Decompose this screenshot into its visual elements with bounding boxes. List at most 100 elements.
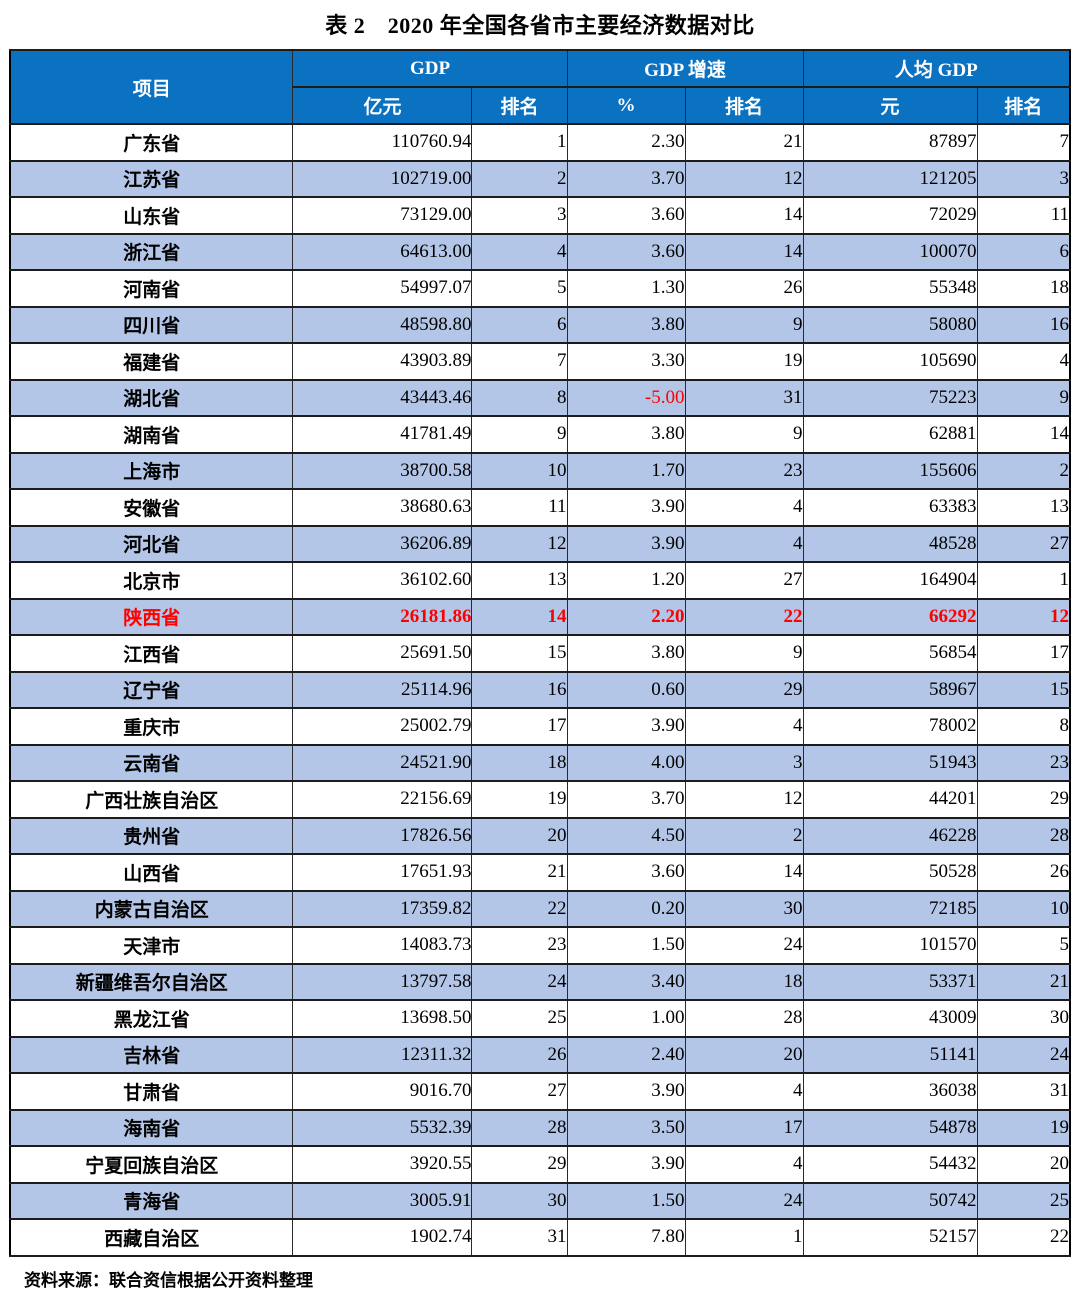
- per-capita-value: 53371: [802, 962, 978, 1001]
- header-percapita-rank: 排名: [976, 86, 1071, 125]
- province-name: 浙江省: [9, 232, 294, 271]
- gdp-rank: 19: [471, 780, 568, 819]
- province-name: 云南省: [9, 743, 294, 782]
- province-name: 江西省: [9, 634, 294, 673]
- growth-value: 3.60: [566, 232, 686, 271]
- gdp-rank: 21: [471, 853, 568, 892]
- per-capita-rank: 3: [976, 159, 1071, 198]
- per-capita-value: 66292: [802, 597, 978, 636]
- table-row: 广东省 110760.94 1 2.30 21 87897 7: [9, 123, 1071, 162]
- per-capita-value: 87897: [802, 123, 978, 162]
- growth-value: 2.40: [566, 1035, 686, 1074]
- gdp-value: 17651.93: [292, 853, 473, 892]
- gdp-rank: 5: [471, 269, 568, 308]
- province-name: 安徽省: [9, 488, 294, 527]
- growth-value: 3.80: [566, 634, 686, 673]
- header-percapita-unit: 元: [802, 86, 978, 125]
- province-name: 甘肃省: [9, 1072, 294, 1111]
- growth-rank: 17: [684, 1108, 804, 1147]
- per-capita-rank: 4: [976, 342, 1071, 381]
- gdp-rank: 12: [471, 524, 568, 563]
- growth-rank: 30: [684, 889, 804, 928]
- gdp-rank: 20: [471, 816, 568, 855]
- growth-value: 3.90: [566, 1072, 686, 1111]
- per-capita-rank: 14: [976, 415, 1071, 454]
- per-capita-value: 72185: [802, 889, 978, 928]
- per-capita-value: 75223: [802, 378, 978, 417]
- province-name: 宁夏回族自治区: [9, 1145, 294, 1184]
- per-capita-value: 50742: [802, 1181, 978, 1220]
- growth-value: 3.50: [566, 1108, 686, 1147]
- growth-value: 7.80: [566, 1218, 686, 1257]
- growth-rank: 1: [684, 1218, 804, 1257]
- gdp-value: 24521.90: [292, 743, 473, 782]
- growth-rank: 29: [684, 670, 804, 709]
- gdp-value: 17359.82: [292, 889, 473, 928]
- gdp-value: 36102.60: [292, 561, 473, 600]
- growth-value: 2.20: [566, 597, 686, 636]
- gdp-rank: 24: [471, 962, 568, 1001]
- gdp-rank: 26: [471, 1035, 568, 1074]
- province-name: 内蒙古自治区: [9, 889, 294, 928]
- per-capita-value: 51141: [802, 1035, 978, 1074]
- gdp-value: 54997.07: [292, 269, 473, 308]
- table-row: 河南省 54997.07 5 1.30 26 55348 18: [9, 269, 1071, 308]
- growth-value: 1.30: [566, 269, 686, 308]
- per-capita-rank: 19: [976, 1108, 1071, 1147]
- province-name: 北京市: [9, 561, 294, 600]
- growth-rank: 4: [684, 524, 804, 563]
- province-name: 陕西省: [9, 597, 294, 636]
- gdp-rank: 2: [471, 159, 568, 198]
- table-row: 江苏省 102719.00 2 3.70 12 121205 3: [9, 159, 1071, 198]
- per-capita-value: 50528: [802, 853, 978, 892]
- per-capita-value: 54878: [802, 1108, 978, 1147]
- table-row: 河北省 36206.89 12 3.90 4 48528 27: [9, 524, 1071, 563]
- per-capita-value: 164904: [802, 561, 978, 600]
- province-name: 河南省: [9, 269, 294, 308]
- gdp-value: 17826.56: [292, 816, 473, 855]
- province-name: 天津市: [9, 926, 294, 965]
- per-capita-value: 36038: [802, 1072, 978, 1111]
- growth-rank: 4: [684, 488, 804, 527]
- table-row: 贵州省 17826.56 20 4.50 2 46228 28: [9, 816, 1071, 855]
- per-capita-value: 101570: [802, 926, 978, 965]
- header-row-units: 亿元 排名 % 排名 元 排名: [10, 86, 1071, 125]
- table-row: 广西壮族自治区 22156.69 19 3.70 12 44201 29: [9, 780, 1071, 819]
- gdp-rank: 17: [471, 707, 568, 746]
- per-capita-value: 51943: [802, 743, 978, 782]
- growth-rank: 20: [684, 1035, 804, 1074]
- per-capita-rank: 18: [976, 269, 1071, 308]
- gdp-value: 3005.91: [292, 1181, 473, 1220]
- per-capita-rank: 28: [976, 816, 1071, 855]
- table-row: 黑龙江省 13698.50 25 1.00 28 43009 30: [9, 999, 1071, 1038]
- per-capita-value: 155606: [802, 451, 978, 490]
- gdp-rank: 30: [471, 1181, 568, 1220]
- table-row: 云南省 24521.90 18 4.00 3 51943 23: [9, 743, 1071, 782]
- table-row: 青海省 3005.91 30 1.50 24 50742 25: [9, 1181, 1071, 1220]
- per-capita-value: 48528: [802, 524, 978, 563]
- gdp-rank: 28: [471, 1108, 568, 1147]
- table-row: 湖北省 43443.46 8 -5.00 31 75223 9: [9, 378, 1071, 417]
- economic-data-table: 项目 GDP GDP 增速 人均 GDP 亿元 排名 % 排名 元 排名 广东省…: [8, 49, 1072, 1257]
- per-capita-rank: 7: [976, 123, 1071, 162]
- growth-rank: 14: [684, 232, 804, 271]
- table-title: 表 2 2020 年全国各省市主要经济数据对比: [325, 13, 755, 38]
- growth-rank: 9: [684, 305, 804, 344]
- table-row: 浙江省 64613.00 4 3.60 14 100070 6: [9, 232, 1071, 271]
- table-row: 山西省 17651.93 21 3.60 14 50528 26: [9, 853, 1071, 892]
- header-growth-group: GDP 增速: [566, 49, 804, 88]
- table-row: 安徽省 38680.63 11 3.90 4 63383 13: [9, 488, 1071, 527]
- gdp-rank: 31: [471, 1218, 568, 1257]
- province-name: 四川省: [9, 305, 294, 344]
- table-row: 吉林省 12311.32 26 2.40 20 51141 24: [9, 1035, 1071, 1074]
- growth-rank: 18: [684, 962, 804, 1001]
- table-row: 陕西省 26181.86 14 2.20 22 66292 12: [9, 597, 1071, 636]
- province-name: 上海市: [9, 451, 294, 490]
- table-header: 项目 GDP GDP 增速 人均 GDP 亿元 排名 % 排名 元 排名: [9, 49, 1071, 125]
- per-capita-rank: 10: [976, 889, 1071, 928]
- header-gdp-rank: 排名: [471, 86, 568, 125]
- table-row: 西藏自治区 1902.74 31 7.80 1 52157 22: [9, 1218, 1071, 1257]
- gdp-value: 25691.50: [292, 634, 473, 673]
- gdp-value: 13797.58: [292, 962, 473, 1001]
- per-capita-value: 78002: [802, 707, 978, 746]
